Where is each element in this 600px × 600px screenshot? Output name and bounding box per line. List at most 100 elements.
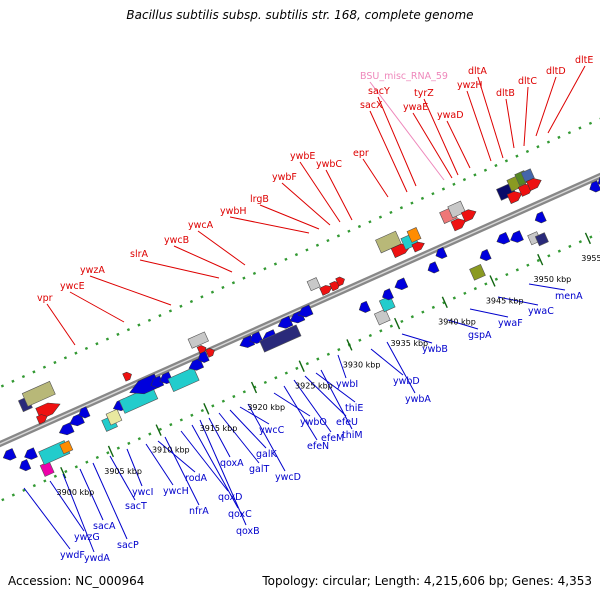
gene-arrow <box>24 447 38 460</box>
gene-arrow <box>358 300 371 313</box>
label-leader-line <box>523 86 529 147</box>
gene-arrow <box>150 375 165 389</box>
label-leader-line <box>229 409 267 449</box>
gene-feature <box>335 276 345 287</box>
gene-label-forward: dltA <box>468 66 487 77</box>
gene-label-forward: ywcB <box>164 235 189 246</box>
kbp-label: 3935 kbp <box>390 339 428 348</box>
gene-box <box>447 200 466 219</box>
gene-arrow <box>205 347 215 358</box>
label-leader-line <box>218 412 260 464</box>
gene-label-reverse: ywbI <box>336 379 358 390</box>
gene-label-reverse: ywaC <box>528 306 554 317</box>
gene-label-reverse: ywcI <box>132 487 153 498</box>
gene-arrow <box>36 414 48 425</box>
gene-feature <box>21 380 56 407</box>
label-leader-line <box>164 436 200 506</box>
kbp-label: 3945 kbp <box>486 296 524 305</box>
gene-label-reverse: galT <box>249 464 269 475</box>
gene-label-forward: ywbH <box>220 206 247 217</box>
gene-label-reverse: ywcC <box>259 425 285 436</box>
gene-arrow <box>122 371 132 382</box>
label-leader-line <box>337 354 347 379</box>
gene-feature <box>469 264 486 281</box>
label-leader-line <box>299 161 341 223</box>
topology-summary: Topology: circular; Length: 4,215,606 bp… <box>262 574 592 588</box>
gene-label-reverse: ywaF <box>498 318 523 329</box>
gene-label-forward: ywzH <box>457 80 483 91</box>
kbp-tick <box>584 232 591 245</box>
gene-arrow <box>450 218 467 232</box>
gene-arrow <box>479 249 492 262</box>
gene-arrow <box>589 180 600 193</box>
gene-label-reverse: ywdF <box>60 550 85 561</box>
gene-arrow <box>411 241 425 253</box>
gene-label-forward: epr <box>353 148 369 159</box>
gene-label-forward: ywbE <box>290 151 315 162</box>
gene-feature <box>534 211 547 224</box>
gene-label-forward: ywaD <box>437 110 464 121</box>
gene-feature <box>447 200 466 219</box>
label-leader-line <box>23 487 71 550</box>
gene-label-forward: sacX <box>360 100 383 111</box>
gene-arrow <box>335 276 345 287</box>
gene-arrow <box>197 350 210 363</box>
label-leader-line <box>89 275 172 306</box>
gene-box <box>21 380 56 407</box>
label-leader-line <box>259 204 320 230</box>
gene-box <box>105 408 123 426</box>
gene-feature <box>394 277 409 290</box>
gene-arrow <box>277 315 294 329</box>
gene-label-reverse: ywcD <box>275 472 301 483</box>
label-leader-line <box>145 443 174 486</box>
gene-label-reverse: qoxA <box>220 458 244 469</box>
label-leader-line <box>109 455 136 501</box>
gene-feature <box>427 261 440 274</box>
gene-label-forward: ywbF <box>272 172 297 183</box>
gene-label-forward: dltB <box>496 88 515 99</box>
label-leader-line <box>199 419 247 526</box>
gene-arrow <box>394 277 409 290</box>
gene-arrow <box>188 357 205 371</box>
label-leader-line <box>401 333 433 344</box>
gene-feature <box>205 347 215 358</box>
gene-feature <box>122 371 132 382</box>
label-leader-line <box>369 110 408 193</box>
kbp-label: 3915 kbp <box>200 424 238 433</box>
gene-arrow <box>435 246 448 259</box>
gene-feature <box>24 447 38 460</box>
kbp-tick <box>155 424 162 436</box>
gene-label-reverse: ywbD <box>393 376 420 387</box>
label-leader-line <box>320 369 353 430</box>
gene-arrow <box>506 191 523 204</box>
gene-feature <box>435 246 448 259</box>
genome-backbone-highlight <box>0 175 600 445</box>
gene-label-reverse: sacT <box>125 501 147 512</box>
label-leader-line <box>423 98 459 176</box>
gene-feature <box>78 406 91 419</box>
gene-arrow <box>526 178 542 191</box>
gene-arrow <box>427 261 440 274</box>
gene-arrow <box>382 288 394 301</box>
label-leader-line <box>362 158 389 198</box>
gene-label-reverse: rodA <box>185 473 208 484</box>
kbp-label: 3920 kbp <box>247 403 285 412</box>
gene-feature <box>19 459 32 472</box>
gene-arrow <box>496 231 511 245</box>
gene-label-forward: vpr <box>37 293 53 304</box>
label-leader-line <box>304 375 347 417</box>
gene-label-reverse: efeU <box>336 417 358 428</box>
gene-arrow <box>69 413 85 427</box>
label-leader-line <box>126 448 143 487</box>
gene-feature <box>59 440 74 455</box>
gene-feature <box>319 285 333 296</box>
kbp-tick <box>441 296 448 309</box>
kbp-label: 3905 kbp <box>104 467 142 476</box>
gene-feature <box>411 241 425 253</box>
label-leader-line <box>466 90 492 162</box>
gene-feature <box>589 180 600 193</box>
label-leader-line <box>49 480 85 532</box>
gene-label-forward: dltD <box>546 66 566 77</box>
gene-box <box>406 227 422 243</box>
